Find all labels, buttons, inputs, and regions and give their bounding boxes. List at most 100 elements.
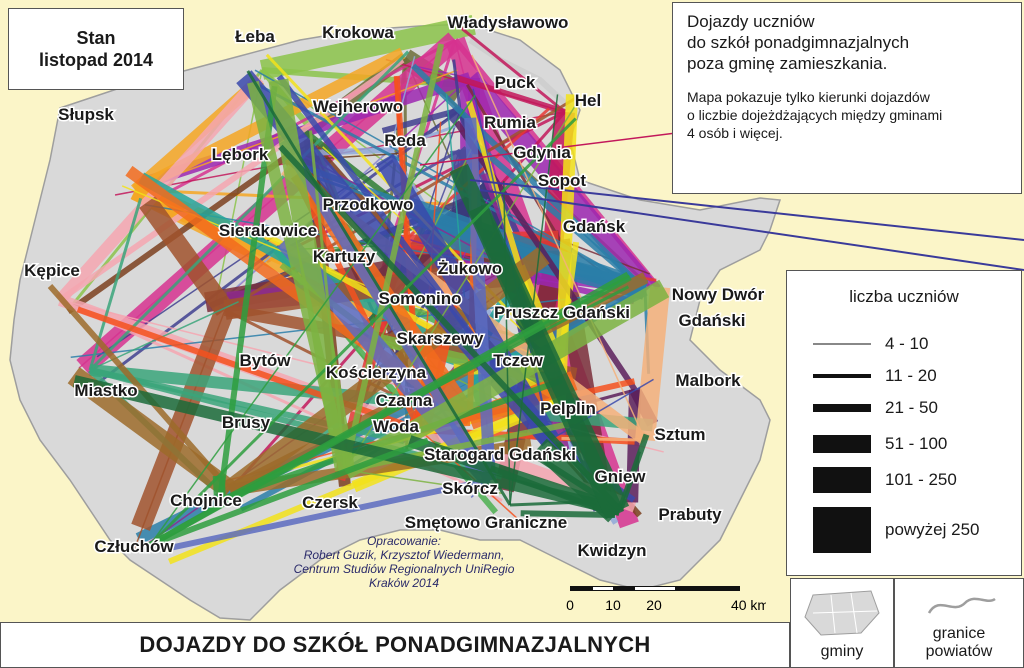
- city-label-tczew: Tczew: [493, 351, 544, 370]
- legend-swatch: [813, 404, 871, 412]
- commute-flow: [453, 21, 566, 114]
- commute-flow: [342, 43, 445, 471]
- city-label-krokowa: Krokowa: [322, 23, 394, 42]
- commute-flow: [76, 306, 421, 433]
- note-line-1: Mapa pokazuje tylko kierunki dojazdów: [687, 89, 930, 105]
- city-label-somonino: Somonino: [378, 289, 461, 308]
- legend-label: 101 - 250: [885, 470, 957, 489]
- legend: liczba uczniów 4 - 10 11 - 20 21 - 50 51…: [786, 270, 1022, 576]
- note-line-2: o liczbie dojeżdżających między gminami: [687, 107, 943, 123]
- commute-flow: [453, 74, 566, 115]
- commute-flow: [229, 438, 533, 496]
- commute-routes: [47, 15, 1024, 565]
- credit-line: Robert Guzik, Krzysztof Wiedermann,: [303, 548, 505, 562]
- map-title-box: Dojazdy uczniów do szkół ponadgimnazjaln…: [672, 2, 1022, 194]
- legend-item: 4 - 10: [813, 329, 1013, 359]
- city-label-chojnice: Chojnice: [170, 491, 242, 510]
- city-label-słupsk: Słupsk: [58, 105, 114, 124]
- city-label-gdański: Gdański: [678, 311, 745, 330]
- footer-title: DOJAZDY DO SZKÓŁ PONADGIMNAZJALNYCH: [139, 632, 651, 657]
- commute-flow: [635, 286, 671, 441]
- legend-label: 4 - 10: [885, 334, 929, 353]
- credit-line: Kraków 2014: [368, 576, 440, 590]
- city-labels: Łeba Krokowa Władysławowo Puck Hel Słupsk Wejh…: [23, 12, 767, 562]
- legend-swatch: [813, 435, 871, 453]
- city-label-pelplin: Pelplin: [540, 399, 596, 418]
- gminy-key: gminy: [790, 578, 894, 668]
- legend-swatch: [813, 343, 871, 345]
- legend-item: 11 - 20: [813, 361, 1013, 391]
- commute-flow: [253, 81, 646, 292]
- legend-label: 51 - 100: [885, 434, 948, 453]
- commute-flow: [89, 364, 654, 432]
- commute-flow: [520, 510, 616, 518]
- granice-swatch: [927, 597, 996, 614]
- title-line-3: poza gminę zamieszkania.: [687, 54, 888, 73]
- commute-flow: [340, 279, 670, 479]
- legend-swatch: [813, 467, 871, 493]
- city-label-człuchów: Człuchów: [94, 537, 174, 556]
- city-label-gniew: Gniew: [594, 467, 646, 486]
- city-label-łeba: Łeba: [235, 27, 275, 46]
- city-label-hel: Hel: [575, 91, 601, 110]
- city-label-kościerzyna: Kościerzyna: [326, 363, 427, 382]
- commute-flow: [148, 274, 632, 548]
- legend-swatch: [813, 507, 871, 553]
- city-label-malbork: Malbork: [675, 371, 741, 390]
- commute-flow: [149, 94, 476, 546]
- city-label-rumia: Rumia: [484, 113, 537, 132]
- commute-flow: [148, 437, 430, 548]
- gminy-swatch: [804, 590, 880, 636]
- title-line-1: Dojazdy uczniów: [687, 12, 815, 31]
- status-box: Stan listopad 2014: [8, 8, 184, 90]
- commute-flow: [246, 70, 512, 506]
- city-label-sierakowice: Sierakowice: [219, 221, 317, 240]
- scale-bar: 0 10 20 40 km: [566, 586, 766, 613]
- status-line-2: listopad 2014: [38, 50, 154, 70]
- city-label-pruszcz-gdański: Pruszcz Gdański: [494, 303, 630, 322]
- legend-item: 21 - 50: [813, 393, 1013, 423]
- commute-flow: [344, 101, 579, 471]
- commute-flow: [509, 94, 559, 506]
- commute-flow: [259, 15, 476, 80]
- scale-label: 0: [566, 597, 574, 613]
- credit-text: Opracowanie: Robert Guzik, Krzysztof Wie…: [288, 534, 520, 590]
- commute-flow: [344, 421, 570, 473]
- legend-label: 11 - 20: [885, 366, 937, 385]
- city-label-bytów: Bytów: [240, 351, 292, 370]
- commute-flow: [254, 69, 646, 291]
- commute-flow: [144, 38, 456, 206]
- legend-item: 101 - 250: [813, 465, 1013, 495]
- city-label-władysławowo: Władysławowo: [448, 13, 569, 32]
- city-label-przodkowo: Przodkowo: [323, 195, 414, 214]
- city-label-sopot: Sopot: [538, 171, 586, 190]
- commute-flow: [449, 163, 625, 520]
- city-label-skórcz: Skórcz: [442, 479, 498, 498]
- granice-label-2: powiatów: [925, 643, 993, 660]
- commute-flow: [131, 306, 235, 531]
- commute-flow: [419, 129, 701, 166]
- note-line-3: 4 osób i więcej.: [687, 125, 783, 141]
- city-label-gdańsk: Gdańsk: [563, 217, 626, 236]
- legend-item: 51 - 100: [813, 429, 1013, 459]
- commute-flow: [617, 433, 650, 511]
- city-label-starogard-gdański: Starogard Gdański: [424, 445, 576, 464]
- footer-box: DOJAZDY DO SZKÓŁ PONADGIMNAZJALNYCH: [0, 622, 790, 668]
- city-label-puck: Puck: [495, 73, 536, 92]
- city-label-miastko: Miastko: [74, 381, 137, 400]
- legend-item: powyżej 250: [813, 507, 1013, 553]
- commute-flow: [626, 389, 641, 503]
- commute-flow: [389, 56, 416, 151]
- city-label-woda: Woda: [373, 417, 420, 436]
- commute-flow: [139, 196, 234, 316]
- credit-line: Opracowanie:: [366, 534, 442, 548]
- city-label-wejherowo: Wejherowo: [313, 97, 403, 116]
- legend-label: 21 - 50: [885, 398, 938, 417]
- commute-flow: [344, 469, 502, 494]
- city-label-nowy-dwór: Nowy Dwór: [672, 285, 765, 304]
- scale-label: 20: [646, 597, 662, 613]
- city-label-lębork: Lębork: [212, 145, 269, 164]
- legend-label: powyżej 250: [885, 520, 980, 539]
- credit-line: Centrum Studiów Regionalnych UniRegio: [293, 562, 515, 576]
- commute-flow: [58, 57, 405, 303]
